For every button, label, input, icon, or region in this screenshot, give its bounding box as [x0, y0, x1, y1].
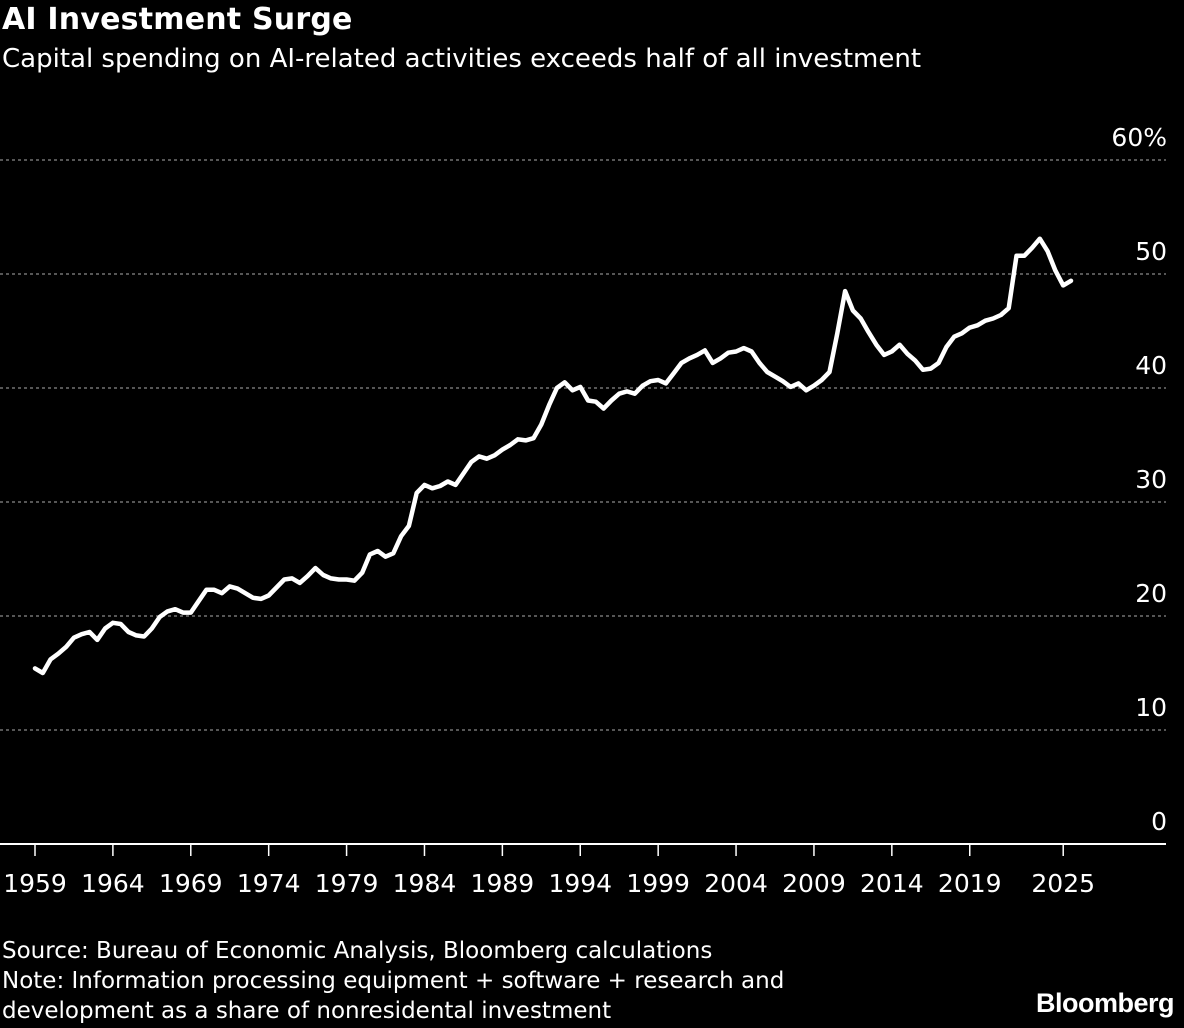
- x-tick-label: 2019: [938, 869, 1002, 898]
- series-layer: [32, 236, 1074, 676]
- x-axis: [0, 843, 1166, 856]
- x-tick-label: 1994: [548, 869, 612, 898]
- x-tick-label: 2009: [782, 869, 846, 898]
- chart-title: AI Investment Surge: [2, 2, 353, 37]
- footnote-line-2: development as a share of nonresidental …: [2, 998, 612, 1024]
- x-tick-label: 1969: [159, 869, 223, 898]
- grid-lines: [0, 159, 1166, 731]
- y-tick-label: 20: [1135, 579, 1167, 608]
- y-tick-label: 0: [1151, 807, 1167, 836]
- y-tick-label: 50: [1135, 237, 1167, 266]
- x-tick-label: 1989: [471, 869, 535, 898]
- source-note: Source: Bureau of Economic Analysis, Blo…: [2, 938, 713, 964]
- y-tick-label: 10: [1135, 693, 1167, 722]
- x-tick-label: 1984: [393, 869, 457, 898]
- series-line: [32, 236, 1074, 676]
- y-tick-label: 40: [1135, 351, 1167, 380]
- x-tick-label: 1964: [81, 869, 145, 898]
- x-tick-label: 1974: [237, 869, 301, 898]
- y-tick-label: 60%: [1111, 123, 1167, 152]
- chart-footer: Source: Bureau of Economic Analysis, Blo…: [2, 936, 784, 1026]
- y-tick-label: 30: [1135, 465, 1167, 494]
- x-tick-label: 2014: [860, 869, 924, 898]
- x-tick-label: 1959: [3, 869, 67, 898]
- x-tick-label: 2025: [1031, 869, 1095, 898]
- footnote-line-1: Note: Information processing equipment +…: [2, 968, 785, 994]
- x-tick-label: 1999: [626, 869, 690, 898]
- x-axis-tick-labels: 1959 1964 1969 1974 1979 1984 1989 1994 1999 2004…: [3, 869, 1095, 898]
- y-axis-tick-labels: 0 10 20 30 40 50 60%: [1111, 123, 1167, 836]
- x-tick-label: 2004: [704, 869, 768, 898]
- bloomberg-logo: Bloomberg: [1035, 988, 1175, 1018]
- chart-subtitle: Capital spending on AI-related activitie…: [2, 44, 922, 74]
- x-tick-label: 1979: [315, 869, 379, 898]
